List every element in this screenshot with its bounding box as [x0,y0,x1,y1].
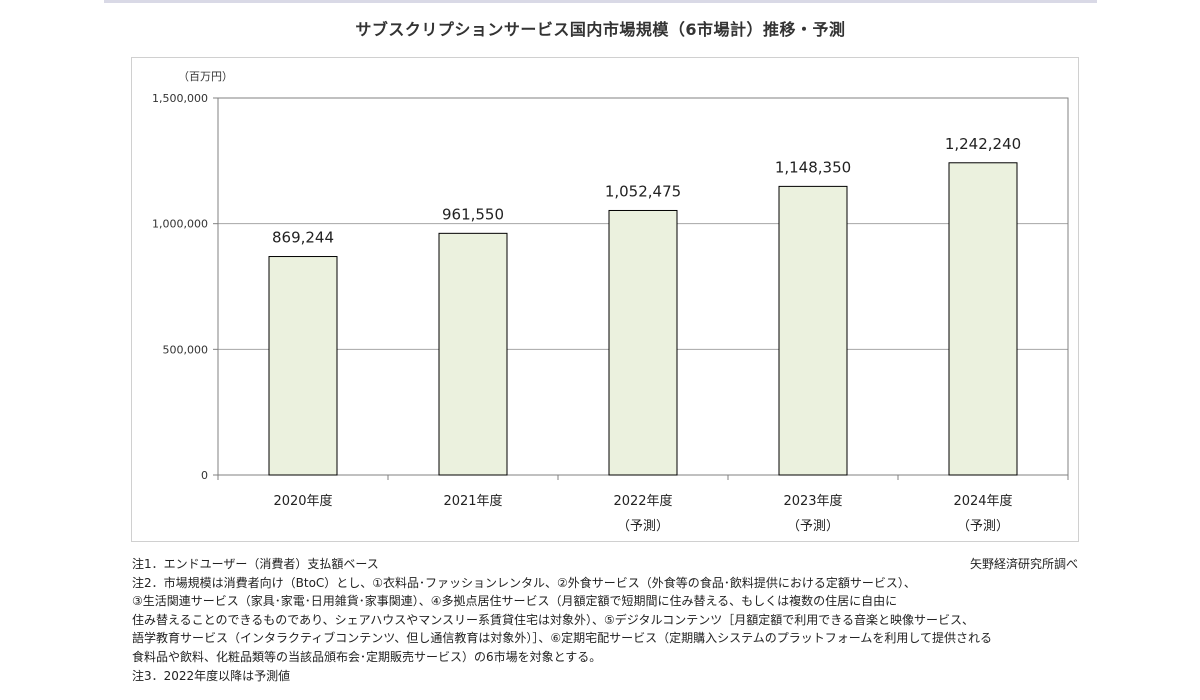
note-2-line-3: 住み替えることのできるものであり、シェアハウスやマンスリー系賃貸住宅は対象外）、… [132,612,975,627]
footnotes: 注1．エンドユーザー（消費者）支払額ベース 注2．市場規模は消費者向け（BtoC… [132,555,1032,685]
y-tick-label: 500,000 [163,343,209,356]
data-label: 1,242,240 [945,135,1021,153]
bar [268,256,338,476]
x-tick-label: 2020年度 [273,493,332,509]
chart-panel: 0 500,000 1,000,000 1,500,000 （百万円） 869,244 20… [131,57,1079,542]
source-credit: 矢野経済研究所調べ [969,557,1078,571]
top-divider [104,0,1097,3]
data-label: 961,550 [442,205,504,223]
chart-title: サブスクリプションサービス国内市場規模（6市場計）推移・予測 [355,20,846,39]
data-label: 1,148,350 [775,158,851,176]
note-3: 注3．2022年度以降は予測値 [132,668,291,683]
bar [948,162,1018,476]
data-label: 1,052,475 [605,182,681,200]
y-tick-label: 1,500,000 [152,92,208,105]
x-tick-label: 2024年度 [953,493,1012,509]
bar [778,185,848,476]
y-tick-label: 1,000,000 [152,218,208,231]
y-unit-label: （百万円） [178,70,233,83]
x-sub-label: （予測） [957,519,1009,534]
x-sub-label: （予測） [787,519,839,534]
data-label: 869,244 [272,229,334,247]
x-tick-label: 2021年度 [443,493,502,509]
note-2-line-5: 食料品や飲料、化粧品類等の当該品頒布会･定期販売サービス）の6市場を対象とする。 [132,649,602,664]
bar-chart: 0 500,000 1,000,000 1,500,000 （百万円） 869,244 20… [152,70,1069,534]
note-2-line-4: 語学教育サービス（インタラクティブコンテンツ、但し通信教育は対象外）］、⑥定期宅… [132,631,993,646]
note-2-line-2: ③生活関連サービス（家具･家電･日用雑貨･家事関連）、④多拠点居住サービス（月額… [132,594,898,609]
bar [608,209,678,476]
x-tick-label: 2022年度 [613,493,672,509]
note-2-line-1: 注2．市場規模は消費者向け（BtoC）とし、①衣料品･ファッションレンタル、②外… [132,575,916,590]
y-tick-label: 0 [201,469,208,482]
x-sub-label: （予測） [617,519,669,534]
note-1: 注1．エンドユーザー（消費者）支払額ベース [132,557,379,571]
bar [438,232,508,476]
x-tick-label: 2023年度 [783,493,842,509]
